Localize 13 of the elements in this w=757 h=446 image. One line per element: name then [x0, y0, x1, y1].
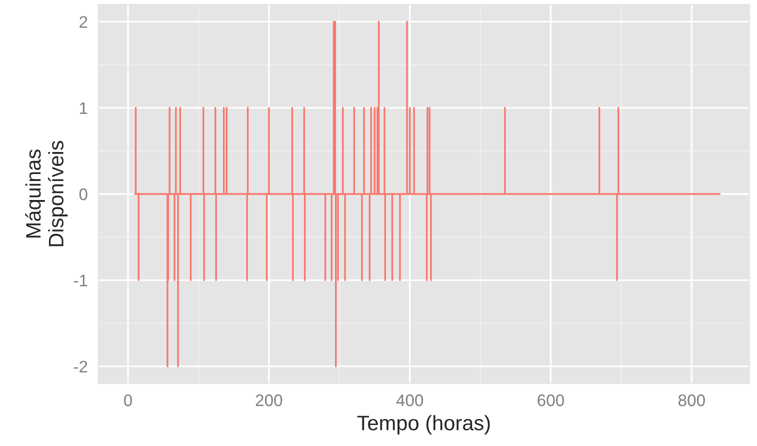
y-tick-label: 2 [80, 16, 88, 28]
y-tick-label: -2 [74, 360, 88, 372]
y-tick-label: 1 [80, 102, 88, 114]
x-tick-label: 0 [124, 394, 132, 406]
x-tick-label: 400 [396, 394, 424, 406]
y-tick-label: -1 [74, 274, 88, 286]
y-tick-label: 0 [79, 188, 88, 200]
y-axis-title: Máquinas Disponíveis [25, 140, 68, 246]
x-axis-title: Tempo (horas) [357, 415, 490, 434]
x-tick-label: 200 [256, 394, 282, 406]
x-tick-label: 800 [678, 394, 705, 406]
line-series [134, 20, 721, 368]
x-tick-label: 600 [538, 394, 564, 406]
